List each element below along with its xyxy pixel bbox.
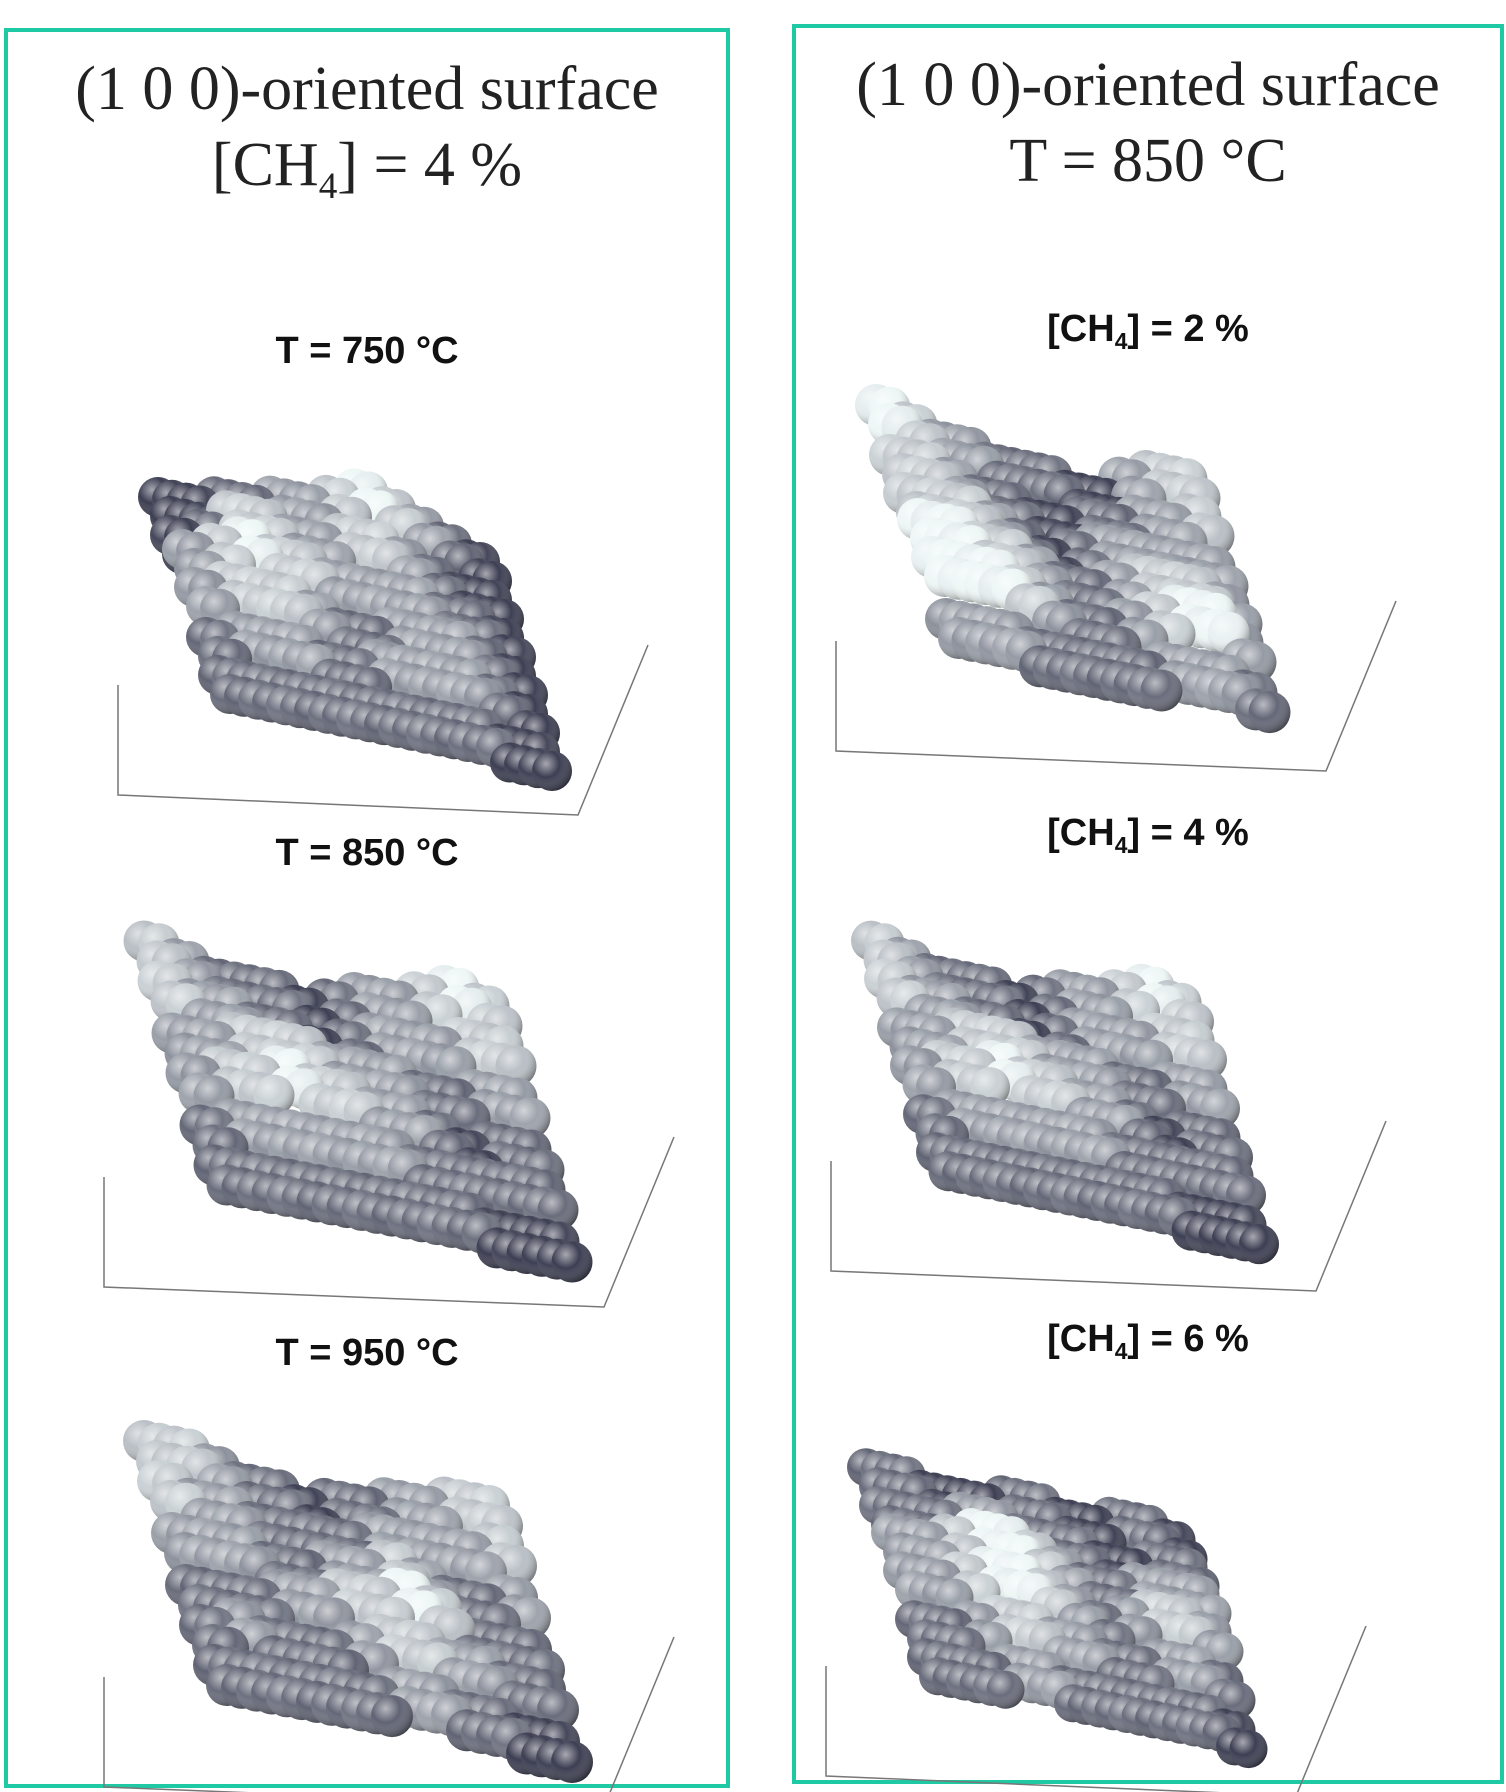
right-surface-1-atom-shade — [1248, 691, 1291, 734]
right-label-3-pre: [CH — [1047, 1318, 1115, 1360]
right-label-1-pre: [CH — [1047, 308, 1115, 350]
left-panel-title: (1 0 0)-oriented surface — [75, 55, 659, 123]
right-label-1-post: ] = 2 % — [1127, 308, 1249, 350]
right-surface-2 — [830, 920, 1387, 1292]
left-surface-1-axis-frame — [117, 644, 649, 816]
left-surface-3 — [103, 1420, 675, 1792]
right-surface-1 — [835, 384, 1397, 772]
left-panel-condition: [CH4] = 4 % — [8, 128, 726, 205]
right-surface-2-atom-shade — [1239, 1224, 1279, 1265]
right-surface-1-axis-frame — [835, 600, 1397, 772]
right-label-3-sub: 4 — [1114, 1337, 1128, 1364]
left-surface-1-atom-shade — [532, 751, 572, 791]
right-panel: (1 0 0)-oriented surface T = 850 °C [CH4… — [792, 24, 1504, 1792]
left-surface-2-axis-frame — [103, 1136, 675, 1308]
left-condition-sub: 4 — [318, 166, 338, 208]
left-surface-3-atom-shade — [371, 1695, 413, 1738]
right-label-1-sub: 4 — [1114, 327, 1128, 354]
right-surface-1-atom-shade — [1140, 669, 1183, 712]
left-condition-post: ] = 4 % — [337, 131, 523, 199]
right-surface-3 — [825, 1448, 1367, 1792]
left-subplot-label-2: T = 850 °C — [275, 832, 459, 874]
right-label-2-pre: [CH — [1047, 812, 1115, 854]
right-label-2-sub: 4 — [1114, 831, 1128, 858]
right-panel-title: (1 0 0)-oriented surface — [856, 51, 1440, 119]
left-panel: (1 0 0)-oriented surface [CH4] = 4 % T =… — [4, 28, 730, 1792]
right-panel-condition: T = 850 °C — [1009, 127, 1287, 195]
left-surface-2-atom-shade — [551, 1241, 593, 1283]
left-subplot-label-3: T = 950 °C — [275, 1332, 459, 1374]
right-subplot-label-1: [CH4] = 2 % — [796, 308, 1500, 354]
right-label-2-post: ] = 4 % — [1127, 812, 1249, 854]
right-subplot-label-2: [CH4] = 4 % — [796, 812, 1500, 858]
left-surface-3-atom-shade — [551, 1741, 593, 1783]
right-label-3-post: ] = 6 % — [1127, 1318, 1249, 1360]
left-subplot-label-1: T = 750 °C — [275, 330, 459, 372]
left-surface-2 — [103, 920, 675, 1308]
right-surface-3-atom-shade — [1229, 1730, 1268, 1769]
right-surface-3-atom-shade — [986, 1670, 1025, 1709]
left-condition-pre: [CH — [211, 131, 319, 199]
left-surface-1 — [117, 468, 649, 816]
right-surface-2-axis-frame — [830, 1120, 1387, 1292]
left-surface-3-axis-frame — [103, 1636, 675, 1792]
right-subplot-label-3: [CH4] = 6 % — [796, 1318, 1500, 1364]
